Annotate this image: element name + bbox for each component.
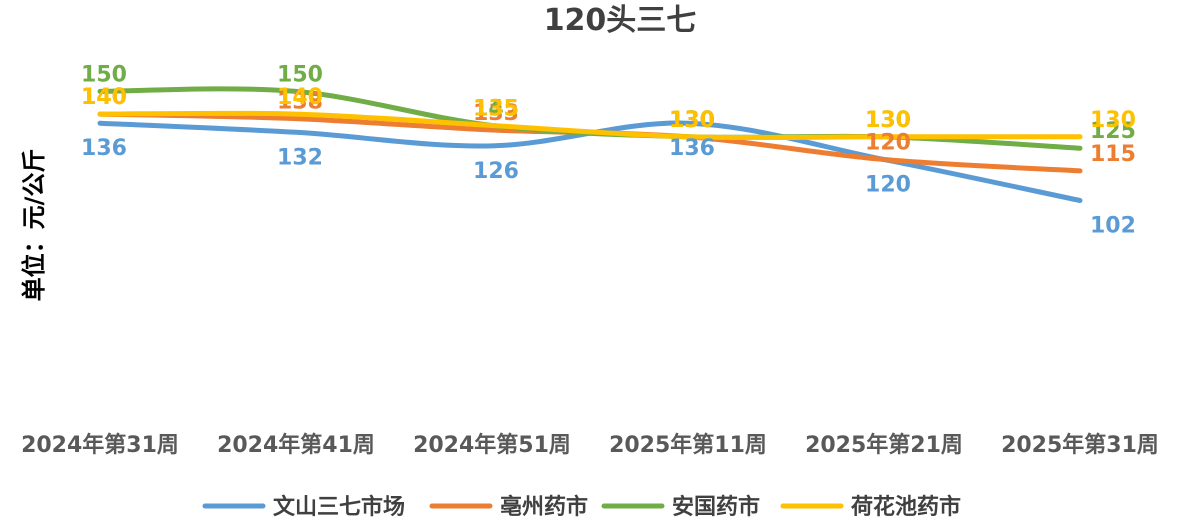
data-label: 130 [669, 108, 715, 133]
data-label: 125 [1090, 119, 1136, 144]
series-lines [97, 86, 1083, 203]
data-label: 140 [277, 85, 323, 110]
x-tick-label: 2025年第21周 [805, 432, 963, 458]
legend-label: 文山三七市场 [273, 494, 405, 520]
series-line-3 [97, 110, 1083, 141]
y-axis-label: 单位：元/公斤 [20, 149, 48, 302]
data-label: 130 [865, 108, 911, 133]
data-label: 130 [669, 108, 715, 133]
data-label: 120 [865, 131, 911, 156]
legend-label: 荷花池药市 [851, 494, 961, 520]
data-label: 130 [1090, 108, 1136, 133]
x-tick-label: 2024年第31周 [21, 432, 179, 458]
data-label: 136 [81, 136, 127, 161]
data-label: 145 [473, 96, 519, 121]
data-label: 135 [473, 96, 519, 121]
data-label: 150 [277, 62, 323, 87]
chart-title: 120头三七 [544, 3, 697, 38]
x-tick-label: 2024年第51周 [413, 432, 571, 458]
data-label: 150 [81, 62, 127, 87]
x-tick-label: 2025年第11周 [609, 432, 767, 458]
data-label: 140 [81, 85, 127, 110]
x-tick-label: 2025年第31周 [1001, 432, 1159, 458]
data-label: 138 [277, 90, 323, 115]
series-line-1 [97, 111, 1083, 174]
data-label: 136 [669, 136, 715, 161]
data-label: 140 [81, 85, 127, 110]
x-tick-label: 2024年第41周 [217, 432, 375, 458]
data-label: 130 [865, 108, 911, 133]
legend-label: 安国药市 [672, 494, 760, 520]
data-label: 130 [669, 108, 715, 133]
data-label: 133 [473, 101, 519, 126]
x-axis-ticks: 2024年第31周 2024年第41周 2024年第51周 2025年第11周 2025… [21, 432, 1159, 458]
legend: 文山三七市场 亳州药市 安国药市 荷花池药市 [202, 494, 961, 520]
data-label: 115 [1090, 142, 1136, 167]
data-label: 132 [277, 145, 323, 170]
data-label: 102 [1090, 213, 1136, 238]
legend-label: 亳州药市 [500, 494, 588, 520]
data-label: 120 [865, 173, 911, 198]
data-label: 126 [473, 159, 519, 184]
